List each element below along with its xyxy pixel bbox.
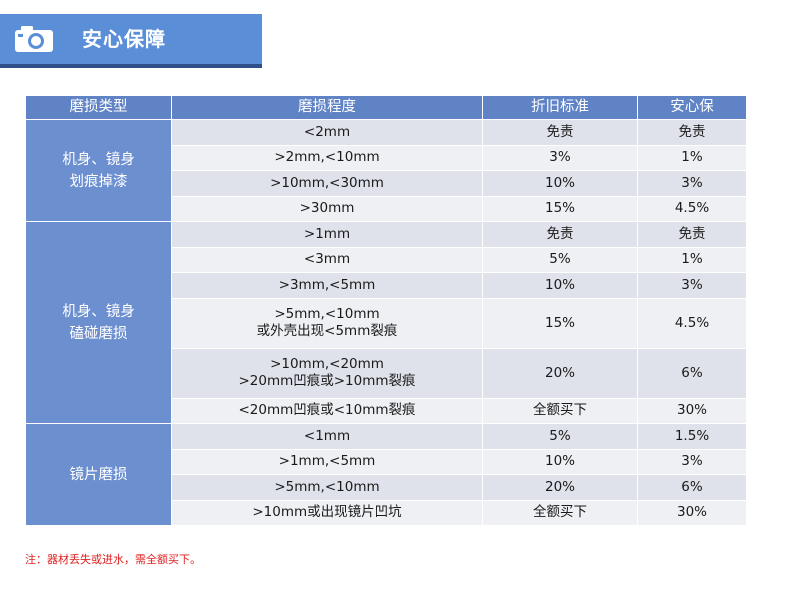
table-row: 镜片磨损 <1mm 5% 1.5% bbox=[25, 423, 747, 526]
depreciation-cell: 15% bbox=[482, 195, 638, 222]
depreciation-cell: 全额买下 bbox=[482, 397, 638, 424]
coverage-cell: 免责 bbox=[637, 221, 747, 248]
degree-cell: <20mm凹痕或<10mm裂痕 bbox=[171, 397, 483, 424]
degree-cell: >10mm,<30mm bbox=[171, 170, 483, 197]
degree-cell: >30mm bbox=[171, 195, 483, 222]
depreciation-cell: 10% bbox=[482, 272, 638, 299]
coverage-cell: 3% bbox=[637, 170, 747, 197]
table-row: 机身、镜身 磕碰磨损 >1mm 免责 免责 bbox=[25, 221, 747, 424]
coverage-cell: 1% bbox=[637, 144, 747, 171]
column-header-degree: 磨损程度 bbox=[171, 95, 483, 120]
depreciation-cell: 5% bbox=[482, 246, 638, 273]
table-header-row: 磨损类型 磨损程度 折旧标准 安心保 bbox=[25, 95, 747, 120]
coverage-cell: 6% bbox=[637, 474, 747, 501]
header-underline bbox=[0, 64, 262, 68]
category-cell: 机身、镜身 划痕掉漆 bbox=[25, 119, 172, 222]
table-row: >30mm 15% 4.5% bbox=[26, 195, 747, 222]
header-bar: 安心保障 bbox=[0, 14, 800, 68]
depreciation-cell: 免责 bbox=[482, 221, 638, 248]
page-title: 安心保障 bbox=[82, 27, 166, 51]
table-row: >10mm,<30mm 10% 3% bbox=[26, 170, 747, 197]
coverage-cell: 30% bbox=[637, 397, 747, 424]
table-row: 机身、镜身 划痕掉漆 <2mm 免责 免责 bbox=[25, 119, 747, 222]
table-row: >10mm或出现镜片凹坑 全额买下 30% bbox=[26, 499, 747, 526]
coverage-cell: 30% bbox=[637, 499, 747, 526]
coverage-cell: 4.5% bbox=[637, 195, 747, 222]
degree-cell: >1mm,<5mm bbox=[171, 448, 483, 475]
coverage-cell: 3% bbox=[637, 448, 747, 475]
degree-cell: >5mm,<10mm bbox=[171, 474, 483, 501]
depreciation-cell: 20% bbox=[482, 474, 638, 501]
depreciation-cell: 免责 bbox=[482, 119, 638, 146]
depreciation-cell: 3% bbox=[482, 144, 638, 171]
degree-cell: >2mm,<10mm bbox=[171, 144, 483, 171]
wear-table: 磨损类型 磨损程度 折旧标准 安心保 机身、镜身 划痕掉漆 <2mm 免责 免责 >2mm… bbox=[25, 95, 747, 526]
category-cell: 机身、镜身 磕碰磨损 bbox=[25, 221, 172, 424]
degree-cell: >10mm,<20mm >20mm凹痕或>10mm裂痕 bbox=[171, 347, 483, 399]
table-row: >1mm,<5mm 10% 3% bbox=[26, 448, 747, 475]
category-cell: 镜片磨损 bbox=[25, 423, 172, 526]
degree-cell: >3mm,<5mm bbox=[171, 272, 483, 299]
degree-cell: >10mm或出现镜片凹坑 bbox=[171, 499, 483, 526]
footnote: 注：器材丢失或进水，需全额买下。 bbox=[25, 553, 201, 566]
column-header-type: 磨损类型 bbox=[25, 95, 172, 120]
degree-cell: <2mm bbox=[171, 119, 483, 146]
depreciation-cell: 20% bbox=[482, 347, 638, 399]
depreciation-cell: 15% bbox=[482, 297, 638, 349]
table-row: >5mm,<10mm 或外壳出现<5mm裂痕 15% 4.5% bbox=[26, 297, 747, 349]
coverage-cell: 3% bbox=[637, 272, 747, 299]
coverage-cell: 免责 bbox=[637, 119, 747, 146]
table-row: >5mm,<10mm 20% 6% bbox=[26, 474, 747, 501]
column-header-coverage: 安心保 bbox=[637, 95, 747, 120]
depreciation-cell: 10% bbox=[482, 170, 638, 197]
degree-cell: <3mm bbox=[171, 246, 483, 273]
table-body: 机身、镜身 划痕掉漆 <2mm 免责 免责 >2mm,<10mm 3% 1% >10mm,<30… bbox=[25, 119, 747, 526]
table-row: >2mm,<10mm 3% 1% bbox=[26, 144, 747, 171]
table-row: >10mm,<20mm >20mm凹痕或>10mm裂痕 20% 6% bbox=[26, 347, 747, 399]
depreciation-cell: 全额买下 bbox=[482, 499, 638, 526]
degree-cell: <1mm bbox=[171, 423, 483, 450]
degree-cell: >1mm bbox=[171, 221, 483, 248]
coverage-cell: 6% bbox=[637, 347, 747, 399]
degree-cell: >5mm,<10mm 或外壳出现<5mm裂痕 bbox=[171, 297, 483, 349]
coverage-cell: 1% bbox=[637, 246, 747, 273]
table-row: <3mm 5% 1% bbox=[26, 246, 747, 273]
depreciation-cell: 10% bbox=[482, 448, 638, 475]
table-row: >3mm,<5mm 10% 3% bbox=[26, 272, 747, 299]
depreciation-cell: 5% bbox=[482, 423, 638, 450]
coverage-cell: 1.5% bbox=[637, 423, 747, 450]
column-header-depreciation: 折旧标准 bbox=[482, 95, 638, 120]
camera-icon bbox=[15, 26, 53, 52]
coverage-cell: 4.5% bbox=[637, 297, 747, 349]
